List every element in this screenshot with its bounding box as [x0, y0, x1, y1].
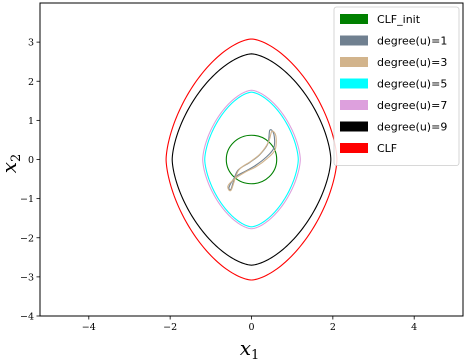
y-tick-label: 0: [28, 155, 34, 166]
legend: CLF_init degree(u)=1 degree(u)=3 degree(u)=…: [333, 6, 460, 166]
legend-swatch: [340, 121, 368, 132]
x-tick-label: 4: [411, 322, 417, 333]
y-tick-label: −1: [20, 194, 34, 205]
series-curve-5: [202, 89, 301, 230]
x-tick-label: −4: [82, 322, 96, 333]
series-curve-2: [228, 129, 276, 191]
x-tick-label: 2: [330, 322, 336, 333]
series-curve-1: [225, 134, 278, 185]
legend-label: degree(u)=5: [377, 78, 447, 91]
y-axis-label-subscript: 2: [9, 154, 24, 162]
legend-label: degree(u)=9: [377, 121, 447, 134]
legend-label: CLF: [377, 142, 397, 155]
legend-swatch: [340, 100, 368, 110]
y-axis-label: x2: [0, 154, 24, 174]
legend-swatch: [340, 14, 368, 24]
x-axis-label: x1: [240, 336, 260, 360]
axis-ticks: −4 −2 0 2 4 −4 −3 −2 −1 0 1 2 3: [20, 38, 417, 333]
legend-label: degree(u)=1: [377, 35, 447, 48]
y-tick-label: 3: [28, 38, 34, 49]
y-axis-label-main: x: [0, 162, 21, 173]
legend-label: CLF_init: [377, 13, 421, 26]
y-tick-label: 2: [28, 77, 34, 88]
x-axis-label-main: x: [240, 336, 251, 360]
y-tick-label: −4: [20, 312, 34, 323]
y-tick-label: −2: [20, 233, 34, 244]
legend-label: degree(u)=3: [377, 56, 447, 69]
legend-swatch: [340, 78, 368, 89]
legend-swatch: [340, 35, 368, 46]
legend-label: degree(u)=7: [377, 99, 447, 112]
plot-curves: [165, 38, 338, 281]
series-curve-6: [171, 53, 332, 266]
x-axis-label-subscript: 1: [251, 348, 259, 360]
series-curve-3: [227, 130, 277, 192]
legend-swatch: [340, 143, 368, 153]
legend-swatch: [340, 57, 368, 67]
x-tick-label: 0: [248, 322, 254, 333]
x-tick-label: −2: [163, 322, 177, 333]
series-curve-4: [204, 91, 299, 228]
series-curve-7: [165, 38, 338, 281]
y-tick-label: 1: [28, 116, 34, 127]
y-tick-label: −3: [20, 272, 34, 283]
